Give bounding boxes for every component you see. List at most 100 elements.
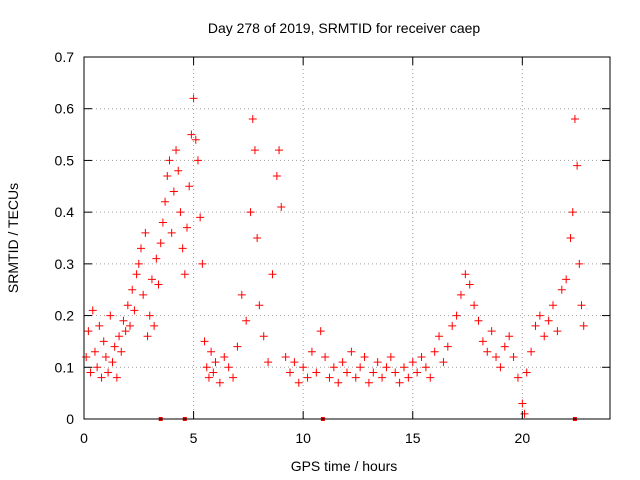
data-point	[143, 332, 152, 341]
data-point	[343, 368, 351, 377]
data-point	[549, 301, 558, 310]
data-point	[115, 332, 124, 341]
data-point	[187, 130, 196, 139]
data-point	[351, 373, 360, 382]
data-point	[373, 358, 382, 367]
data-point	[404, 373, 413, 382]
data-point	[88, 306, 97, 315]
x-tick-label: 20	[515, 430, 531, 446]
data-point	[224, 363, 233, 372]
data-point	[90, 347, 99, 356]
data-point	[321, 352, 330, 361]
data-point	[435, 332, 444, 341]
data-point	[439, 358, 448, 367]
data-point	[174, 166, 183, 175]
data-point	[176, 208, 185, 217]
data-point	[334, 378, 343, 387]
data-point	[154, 280, 163, 289]
data-point	[535, 311, 544, 320]
data-point	[500, 342, 509, 351]
data-point	[147, 275, 156, 284]
data-point	[338, 358, 347, 367]
data-point	[448, 321, 457, 330]
data-point	[487, 327, 496, 336]
data-point	[531, 321, 540, 330]
data-point	[108, 358, 117, 367]
data-point	[470, 301, 479, 310]
data-point	[570, 115, 579, 124]
data-point	[513, 373, 522, 382]
data-point	[325, 373, 334, 382]
data-point	[568, 208, 577, 217]
data-point	[391, 368, 400, 377]
data-point	[93, 363, 102, 372]
data-point	[557, 285, 566, 294]
y-tick-label: 0	[66, 411, 74, 427]
data-point	[132, 270, 141, 279]
x-tick-label: 15	[405, 430, 421, 446]
data-point	[577, 301, 586, 310]
data-point	[272, 171, 281, 180]
data-point	[421, 363, 430, 372]
data-point	[413, 368, 422, 377]
chart-title: Day 278 of 2019, SRMTID for receiver cae…	[208, 20, 481, 36]
data-point	[139, 290, 148, 299]
y-axis-label: SRMTID / TECUs	[5, 183, 21, 293]
data-point	[106, 311, 115, 320]
data-point	[150, 321, 159, 330]
data-point	[369, 368, 378, 377]
data-point	[290, 358, 299, 367]
data-point	[196, 213, 205, 222]
data-point	[178, 244, 187, 253]
y-tick-label: 0.5	[55, 152, 75, 168]
data-point	[496, 363, 505, 372]
y-tick-label: 0.7	[55, 49, 75, 65]
data-point	[99, 337, 108, 346]
data-point	[95, 321, 104, 330]
data-point	[443, 342, 452, 351]
data-point	[253, 234, 262, 242]
data-point	[430, 347, 439, 356]
data-point	[329, 363, 338, 372]
data-point	[167, 228, 176, 237]
data-point	[492, 352, 501, 361]
data-point	[312, 368, 321, 377]
data-point	[185, 182, 194, 191]
data-point	[112, 373, 121, 382]
x-tick-label: 10	[295, 430, 311, 446]
data-point	[307, 347, 316, 356]
data-point	[237, 290, 246, 299]
data-point	[408, 358, 417, 367]
data-point	[250, 146, 259, 155]
data-point	[277, 202, 286, 211]
data-point	[211, 358, 220, 367]
data-point	[183, 223, 192, 232]
plot-frame	[83, 56, 611, 420]
data-point	[299, 363, 308, 372]
data-point	[161, 197, 170, 206]
data-point	[136, 244, 145, 253]
data-point	[303, 373, 312, 382]
data-point	[209, 368, 218, 377]
x-tick-label: 5	[190, 430, 198, 446]
data-point	[579, 321, 588, 330]
data-point	[84, 327, 93, 336]
data-point	[264, 358, 273, 367]
data-point	[123, 301, 132, 310]
data-point	[200, 337, 209, 346]
data-point	[229, 373, 238, 382]
data-point	[461, 270, 470, 279]
data-point	[356, 363, 365, 372]
data-point	[165, 156, 174, 165]
data-point	[286, 368, 295, 377]
data-point	[134, 259, 143, 268]
data-point	[281, 352, 290, 361]
data-point	[378, 373, 387, 382]
data-point	[544, 316, 553, 325]
data-point	[509, 352, 518, 361]
data-point	[518, 399, 527, 408]
data-point	[104, 368, 113, 377]
data-point	[364, 378, 373, 387]
data-point	[275, 146, 284, 155]
data-point	[207, 347, 216, 356]
